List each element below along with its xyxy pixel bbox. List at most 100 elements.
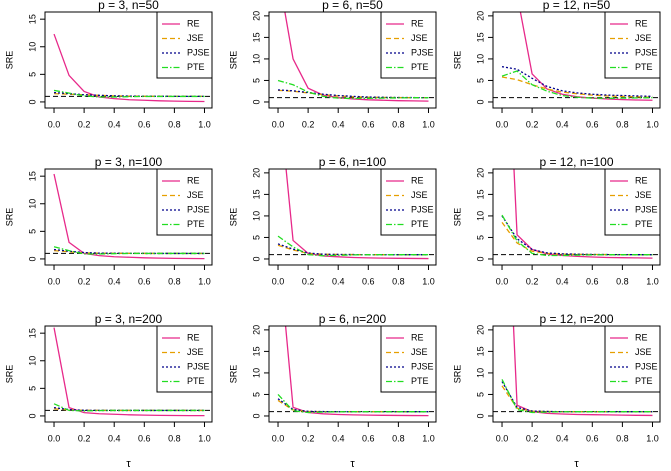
x-axis-label: τ: [350, 458, 355, 470]
y-tick-label: 20: [251, 11, 261, 21]
series-line: [501, 76, 653, 98]
y-tick-label: 5: [251, 235, 261, 240]
panel: p = 12, n=100 SRE 0.0 0.2 0.4 0.6 0.8 1.0 0 5 10 15…: [452, 155, 661, 286]
x-tick-label: 0.4: [332, 276, 345, 286]
x-tick-label: 0.4: [332, 119, 345, 129]
legend-label: RE: [187, 18, 200, 28]
x-tick-label: 0.6: [138, 276, 151, 286]
legend-label: JSE: [411, 347, 428, 357]
x-tick-label: 0.8: [616, 433, 629, 443]
x-tick-label: 0.8: [392, 119, 405, 129]
y-tick-label: 10: [251, 211, 261, 221]
x-tick-label: 0.8: [168, 119, 181, 129]
legend-label: RE: [187, 332, 200, 342]
plot-area: [45, 327, 212, 417]
x-tick-label: 0.6: [362, 433, 375, 443]
legend-label: PTE: [187, 376, 205, 386]
y-tick-label: 10: [475, 54, 485, 64]
x-tick-label: 0.8: [616, 276, 629, 286]
x-tick-label: 0.8: [392, 276, 405, 286]
y-tick-label: 20: [475, 325, 485, 335]
x-tick-label: 0.6: [138, 119, 151, 129]
x-tick-label: 0.0: [496, 119, 509, 129]
series-line: [501, 215, 653, 256]
legend-label: JSE: [635, 347, 652, 357]
y-axis-label: SRE: [228, 208, 238, 227]
x-tick-label: 0.0: [272, 119, 285, 129]
legend-label: PJSE: [187, 361, 210, 371]
x-tick-label: 0.2: [302, 433, 315, 443]
y-tick-label: 20: [475, 168, 485, 178]
y-tick-label: 5: [475, 235, 485, 240]
y-tick-label: 15: [251, 32, 261, 42]
y-tick-label: 5: [251, 78, 261, 83]
x-tick-label: 0.2: [78, 276, 91, 286]
legend-label: PJSE: [411, 47, 434, 57]
y-tick-label: 15: [27, 328, 37, 338]
x-tick-label: 0.8: [168, 276, 181, 286]
y-axis-label: SRE: [4, 51, 14, 70]
chart-title: p = 6, n=200: [319, 312, 387, 326]
legend-label: PTE: [411, 376, 429, 386]
x-tick-label: 0.2: [302, 276, 315, 286]
y-tick-label: 15: [27, 171, 37, 181]
y-tick-label: 5: [27, 386, 37, 391]
legend-label: PJSE: [187, 47, 210, 57]
y-tick-label: 15: [475, 346, 485, 356]
legend-label: RE: [635, 18, 648, 28]
x-tick-label: 0.6: [586, 276, 599, 286]
x-tick-label: 0.0: [496, 276, 509, 286]
x-tick-label: 1.0: [646, 276, 659, 286]
x-tick-label: 0.2: [302, 119, 315, 129]
x-tick-label: 0.0: [48, 119, 61, 129]
series-line: [501, 379, 653, 414]
series-line: [277, 394, 429, 414]
series-line: [277, 243, 429, 256]
series-line: [53, 33, 205, 103]
series-line: [277, 89, 429, 99]
legend-label: JSE: [187, 33, 204, 43]
y-tick-label: 5: [475, 78, 485, 83]
x-tick-label: 0.4: [108, 433, 121, 443]
series-line: [53, 403, 205, 412]
y-tick-label: 0: [475, 413, 485, 418]
chart-title: p = 12, n=200: [539, 312, 613, 326]
legend-label: PTE: [187, 219, 205, 229]
y-tick-label: 0: [475, 256, 485, 261]
x-axis-label: τ: [126, 458, 131, 470]
legend-label: JSE: [635, 190, 652, 200]
panel: p = 3, n=200 SRE τ 0.0 0.2 0.4 0.6 0.8 1.0 0 5 10 15…: [4, 312, 213, 470]
x-tick-label: 0.4: [332, 433, 345, 443]
y-tick-label: 0: [27, 413, 37, 418]
x-tick-label: 0.4: [108, 119, 121, 129]
legend-label: PTE: [187, 62, 205, 72]
y-tick-label: 10: [251, 54, 261, 64]
legend-label: PJSE: [411, 361, 434, 371]
x-tick-label: 1.0: [422, 433, 435, 443]
legend-label: PTE: [635, 62, 653, 72]
y-tick-label: 0: [475, 99, 485, 104]
y-tick-label: 10: [475, 368, 485, 378]
x-tick-label: 0.6: [138, 433, 151, 443]
legend-label: JSE: [635, 33, 652, 43]
plot-area: [493, 326, 660, 417]
chart-title: p = 3, n=100: [95, 155, 163, 169]
y-tick-label: 10: [251, 368, 261, 378]
chart-title: p = 6, n=50: [322, 0, 383, 12]
x-tick-label: 1.0: [646, 119, 659, 129]
panel: p = 6, n=200 SRE τ 0.0 0.2 0.4 0.6 0.8 1.0 0 5 10 15…: [228, 312, 437, 470]
y-tick-label: 15: [475, 32, 485, 42]
series-line: [53, 89, 205, 98]
legend-label: JSE: [411, 190, 428, 200]
chart-title: p = 12, n=50: [543, 0, 611, 12]
y-tick-label: 0: [251, 413, 261, 418]
x-tick-label: 0.2: [526, 276, 539, 286]
chart-title: p = 3, n=200: [95, 312, 163, 326]
x-tick-label: 1.0: [198, 119, 211, 129]
series-line: [277, 235, 429, 257]
y-tick-label: 5: [475, 392, 485, 397]
y-tick-label: 15: [251, 346, 261, 356]
y-tick-label: 20: [475, 11, 485, 21]
x-tick-label: 0.0: [48, 276, 61, 286]
y-axis-label: SRE: [452, 51, 462, 70]
